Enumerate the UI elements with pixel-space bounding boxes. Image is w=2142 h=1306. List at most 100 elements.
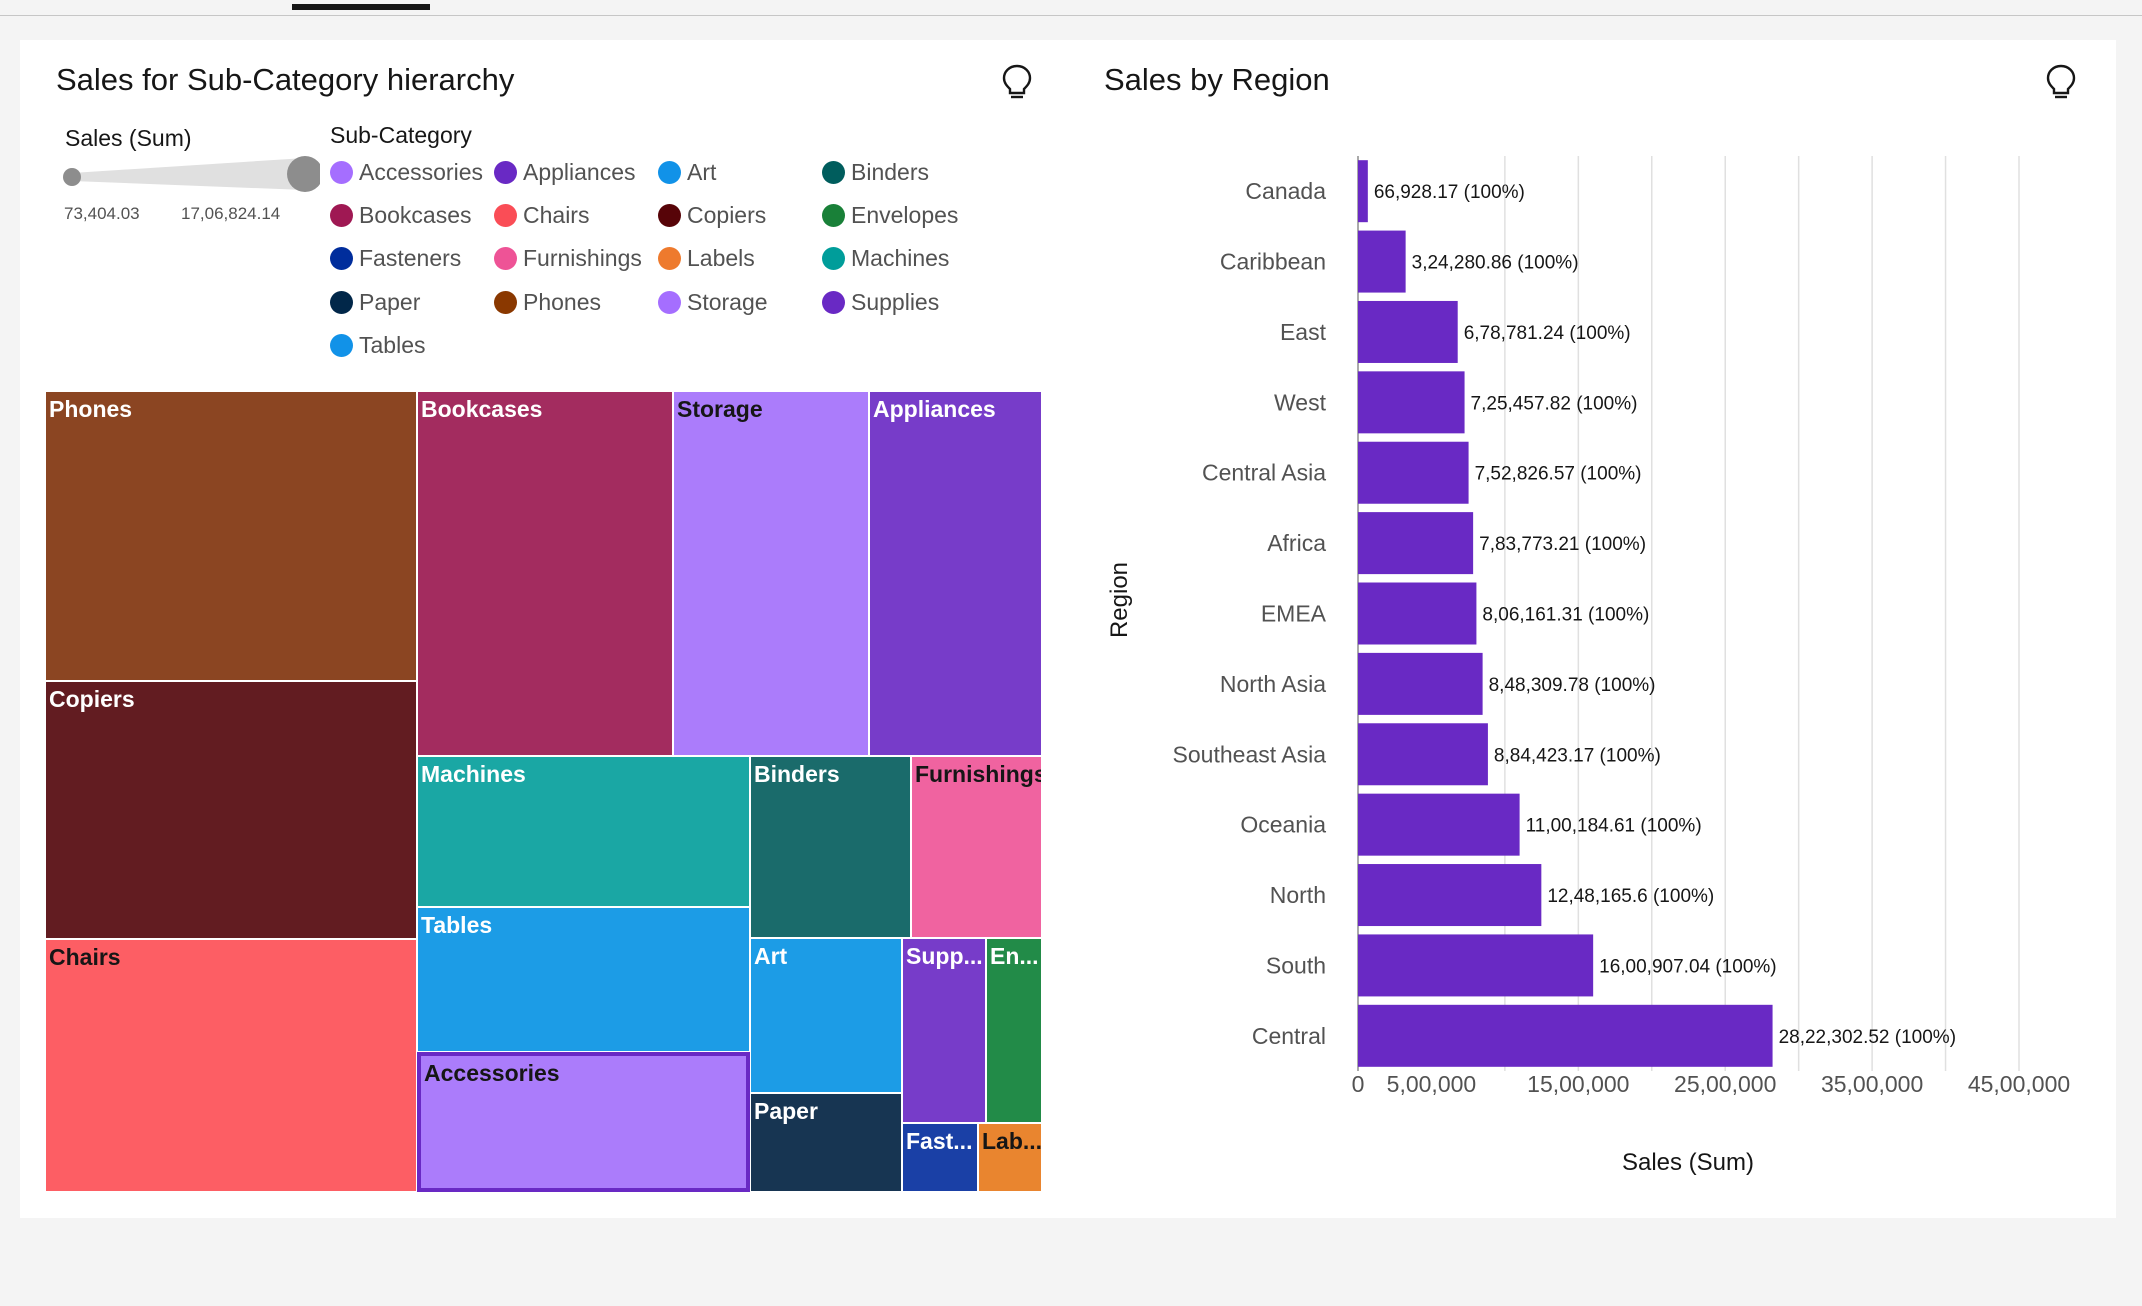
legend-label: Paper xyxy=(359,288,421,315)
legend-swatch xyxy=(494,246,517,270)
legend-label: Tables xyxy=(359,331,426,358)
legend-swatch xyxy=(658,203,681,227)
treemap-tile-label: Paper xyxy=(754,1098,818,1124)
legend-item[interactable]: Art xyxy=(658,157,716,187)
legend-item[interactable]: Tables xyxy=(330,330,425,360)
legend-label: Bookcases xyxy=(359,201,472,228)
legend-swatch xyxy=(822,290,845,314)
bar[interactable] xyxy=(1358,160,1368,223)
treemap-tile[interactable]: Paper xyxy=(750,1093,902,1192)
treemap-tile[interactable]: Machines xyxy=(417,756,750,907)
size-legend-wedge xyxy=(63,156,320,192)
active-tab-indicator[interactable] xyxy=(292,4,430,10)
legend-label: Envelopes xyxy=(851,201,959,228)
y-tick-label: South xyxy=(1266,952,1326,978)
treemap-tile[interactable]: Accessories xyxy=(417,1052,750,1192)
y-tick-label: Africa xyxy=(1267,530,1326,556)
treemap-tile[interactable]: Chairs xyxy=(45,939,417,1192)
treemap-tile[interactable]: En... xyxy=(986,938,1042,1123)
treemap-tile[interactable]: Furnishings xyxy=(911,756,1042,938)
x-tick-label: 5,00,000 xyxy=(1387,1071,1477,1097)
bar-chart: Canada 66,928.17 (100%) Caribbean 3,24,280.… xyxy=(1106,156,2070,1176)
bar[interactable] xyxy=(1358,934,1594,997)
legend-swatch xyxy=(658,290,681,314)
treemap-tile[interactable]: Bookcases xyxy=(417,391,673,756)
y-tick-label: Southeast Asia xyxy=(1173,741,1327,767)
legend-swatch xyxy=(330,203,353,227)
legend-item[interactable]: Furnishings xyxy=(494,243,642,273)
legend-item[interactable]: Machines xyxy=(822,243,949,273)
x-axis-title: Sales (Sum) xyxy=(1622,1149,1754,1176)
bar[interactable] xyxy=(1358,723,1488,786)
data-label: 7,25,457.82 (100%) xyxy=(1471,393,1638,414)
legend-label: Copiers xyxy=(687,201,767,228)
bar[interactable] xyxy=(1358,512,1474,575)
bar[interactable] xyxy=(1358,652,1483,715)
data-label: 7,83,773.21 (100%) xyxy=(1479,534,1646,555)
treemap-tile-label: Fast... xyxy=(906,1128,973,1154)
data-label: 7,52,826.57 (100%) xyxy=(1475,464,1642,485)
treemap-tile[interactable]: Lab... xyxy=(978,1123,1042,1192)
legend-label: Chairs xyxy=(523,201,590,228)
legend-label: Phones xyxy=(523,288,602,315)
treemap-tile[interactable]: Fast... xyxy=(902,1123,978,1192)
legend-swatch xyxy=(330,290,353,314)
legend-swatch xyxy=(494,290,517,314)
legend-swatch xyxy=(658,160,681,184)
legend-item[interactable]: Accessories xyxy=(330,157,483,187)
treemap-tile[interactable]: Copiers xyxy=(45,681,417,939)
treemap-tile-label: Tables xyxy=(421,912,493,938)
treemap-tile-label: Phones xyxy=(49,396,133,422)
legend-item[interactable]: Envelopes xyxy=(822,200,958,230)
y-tick-label: Caribbean xyxy=(1220,249,1326,275)
legend-item[interactable]: Phones xyxy=(494,287,601,317)
legend-item[interactable]: Bookcases xyxy=(330,200,472,230)
bar[interactable] xyxy=(1358,441,1469,504)
legend-item[interactable]: Storage xyxy=(658,287,768,317)
treemap-tile[interactable]: Tables xyxy=(417,907,750,1052)
y-tick-label: Oceania xyxy=(1240,812,1326,838)
treemap-tile[interactable]: Art xyxy=(750,938,902,1093)
treemap-tile[interactable]: Phones xyxy=(45,391,417,681)
bar[interactable] xyxy=(1358,864,1542,927)
legend-item[interactable]: Fasteners xyxy=(330,243,461,273)
data-label: 6,78,781.24 (100%) xyxy=(1464,323,1631,344)
treemap-tile-label: Machines xyxy=(421,761,526,787)
treemap-tile[interactable]: Storage xyxy=(673,391,869,756)
treemap-tile[interactable]: Binders xyxy=(750,756,911,938)
legend-swatch xyxy=(494,160,517,184)
data-label: 8,48,309.78 (100%) xyxy=(1489,675,1656,696)
bar[interactable] xyxy=(1358,371,1465,434)
y-tick-label: EMEA xyxy=(1261,601,1327,627)
legend-item[interactable]: Chairs xyxy=(494,200,589,230)
bar[interactable] xyxy=(1358,793,1520,856)
legend-item[interactable]: Supplies xyxy=(822,287,939,317)
legend-item[interactable]: Copiers xyxy=(658,200,766,230)
bar[interactable] xyxy=(1358,582,1477,645)
x-tick-label: 45,00,000 xyxy=(1968,1071,2070,1097)
bar[interactable] xyxy=(1358,300,1458,363)
treemap-tile-label: Lab... xyxy=(982,1128,1042,1154)
data-label: 16,00,907.04 (100%) xyxy=(1599,956,1776,977)
legend-item[interactable]: Paper xyxy=(330,287,420,317)
x-tick-label: 15,00,000 xyxy=(1527,1071,1629,1097)
size-max-label: 17,06,824.14 xyxy=(181,204,281,223)
treemap-tile-label: En... xyxy=(990,943,1039,969)
bar[interactable] xyxy=(1358,230,1406,293)
legend-item[interactable]: Appliances xyxy=(494,157,636,187)
lightbulb-icon[interactable] xyxy=(1000,62,1034,102)
treemap-tile-label: Art xyxy=(754,943,788,969)
treemap-tile-label: Appliances xyxy=(873,396,996,422)
legend-item[interactable]: Labels xyxy=(658,243,755,273)
legend-item[interactable]: Binders xyxy=(822,157,929,187)
lightbulb-icon[interactable] xyxy=(2044,62,2078,102)
y-axis-title: Region xyxy=(1106,562,1133,638)
bar[interactable] xyxy=(1358,1004,1773,1067)
treemap-tile[interactable]: Appliances xyxy=(869,391,1042,756)
treemap-tile[interactable]: Supp... xyxy=(902,938,986,1123)
bar-chart-panel: Sales by Region Canada 66,928.17 (100%) Ca… xyxy=(1069,40,2116,1218)
size-min-label: 73,404.03 xyxy=(64,204,140,223)
treemap-title: Sales for Sub-Category hierarchy xyxy=(56,62,515,97)
legend-swatch xyxy=(494,203,517,227)
y-tick-label: Central Asia xyxy=(1202,460,1326,486)
